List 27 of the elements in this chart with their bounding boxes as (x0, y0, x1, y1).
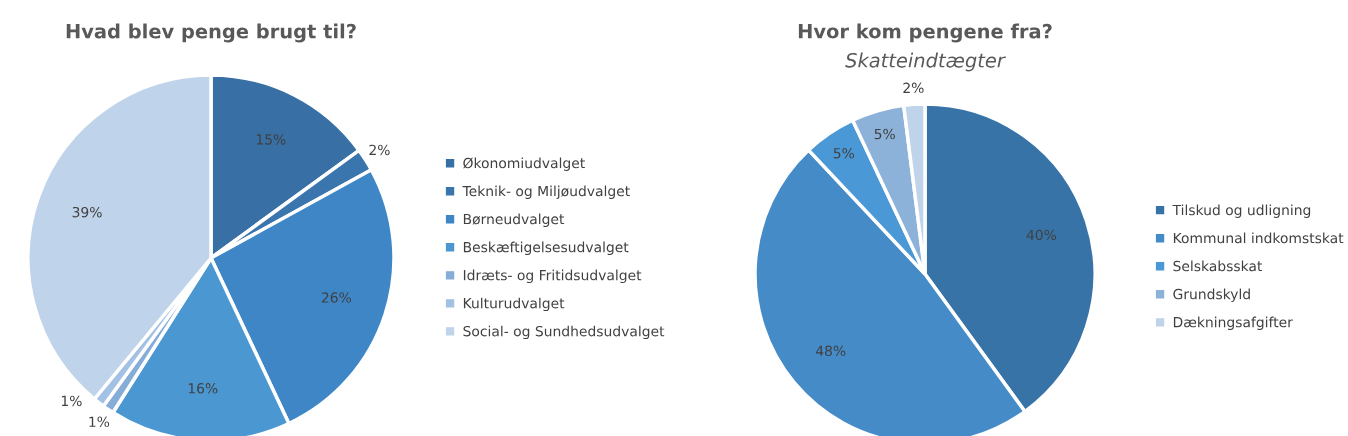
data-label: 5% (874, 128, 895, 140)
legend-label: Tilskud og udligning (1172, 204, 1311, 218)
data-label: 26% (321, 292, 351, 303)
data-label: 15% (256, 134, 286, 145)
legend-label: Social- og Sundhedsudvalget (463, 325, 665, 340)
data-label: 5% (833, 148, 855, 159)
legend-label: Beskæftigelsesudvalget (463, 241, 629, 256)
legend-label: Selskabsskat (1173, 260, 1263, 272)
legend-label: Idræts- og Fritidsudvalget (463, 269, 642, 284)
legend-label: Dækningsafgifter (1173, 316, 1293, 331)
chart-subtitle: Skatteindtægter (845, 52, 1006, 72)
data-label: 16% (188, 383, 218, 394)
data-label: 40% (1026, 229, 1057, 241)
legend-label: Kulturudvalget (463, 297, 565, 312)
chart-title: Hvor kom pengene fra? (798, 23, 1052, 43)
data-label: 2% (369, 144, 390, 156)
legend-label: Børneudvalget (463, 213, 565, 228)
data-label: 2% (903, 82, 924, 94)
legend-label: Grundskyld (1173, 288, 1250, 303)
data-label: 1% (61, 395, 82, 407)
legend-label: Kommunal indkomstskat (1173, 232, 1344, 244)
data-label: 39% (72, 206, 102, 218)
legend-label: Økonomiudvalget (463, 157, 585, 171)
data-label: 48% (815, 345, 846, 357)
chart-title: Hvad blev penge brugt til? (66, 23, 356, 43)
legend-label: Teknik- og Miljøudvalget (462, 185, 630, 199)
data-label: 1% (89, 416, 110, 428)
